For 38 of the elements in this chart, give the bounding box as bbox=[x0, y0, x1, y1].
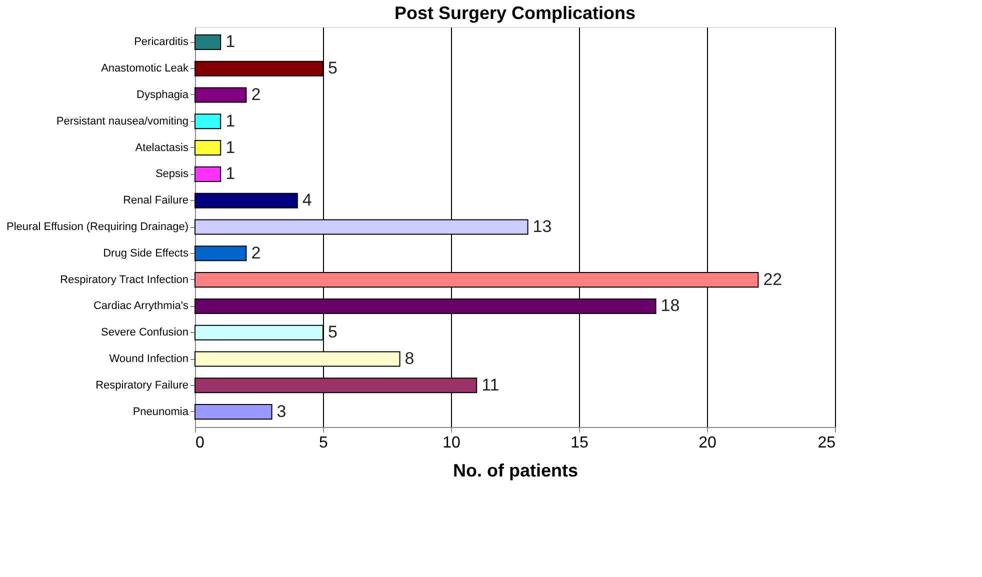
y-tick-label: Pericarditis bbox=[134, 36, 189, 48]
data-label: 5 bbox=[328, 58, 338, 78]
x-tick-label: 20 bbox=[698, 434, 716, 452]
y-tick-label: Wound Infection bbox=[109, 353, 188, 366]
data-label: 2 bbox=[251, 84, 261, 104]
data-label: 4 bbox=[302, 190, 312, 210]
data-label: 1 bbox=[226, 32, 236, 52]
data-label: 8 bbox=[404, 349, 414, 368]
y-tick-label: Persistant nausea/vomiting bbox=[56, 115, 188, 128]
x-axis-title: No. of patients bbox=[453, 460, 578, 480]
y-tick-label: Drug Side Effects bbox=[103, 247, 189, 260]
x-tick-label: 10 bbox=[442, 434, 460, 452]
y-tick-label: Pneunomia bbox=[132, 406, 190, 418]
data-label: 18 bbox=[660, 296, 680, 316]
x-tick-label: 25 bbox=[818, 434, 836, 452]
y-tick-label: Respiratory Failure bbox=[96, 379, 188, 392]
y-tick-label: Severe Confusion bbox=[101, 326, 188, 339]
data-label: 1 bbox=[226, 111, 236, 130]
data-label: 1 bbox=[226, 164, 236, 184]
y-tick-label: Cardiac Arrythmia's bbox=[93, 300, 189, 312]
chart-title: Post Surgery Complications bbox=[394, 3, 636, 23]
data-label: 2 bbox=[251, 243, 261, 262]
x-tick-label: 0 bbox=[196, 434, 204, 452]
y-tick-label: Dysphagia bbox=[136, 88, 190, 101]
data-label: 11 bbox=[482, 375, 500, 394]
y-tick-label: Renal Failure bbox=[123, 194, 188, 207]
y-tick-label: Anastomotic Leak bbox=[101, 62, 189, 75]
x-tick-label: 15 bbox=[570, 434, 588, 452]
y-tick-label: Sepsis bbox=[155, 168, 189, 180]
data-label: 1 bbox=[226, 138, 236, 157]
y-tick-label: Respiratory Tract Infection bbox=[60, 274, 188, 286]
data-label: 13 bbox=[532, 217, 552, 236]
data-label: 3 bbox=[276, 402, 286, 421]
data-label: 22 bbox=[763, 270, 782, 289]
y-tick-label: Atelactasis bbox=[135, 142, 189, 154]
y-tick-label: Pleural Effusion (Requiring Drainage) bbox=[6, 221, 188, 233]
x-tick-label: 5 bbox=[319, 434, 328, 452]
data-label: 5 bbox=[328, 322, 338, 342]
